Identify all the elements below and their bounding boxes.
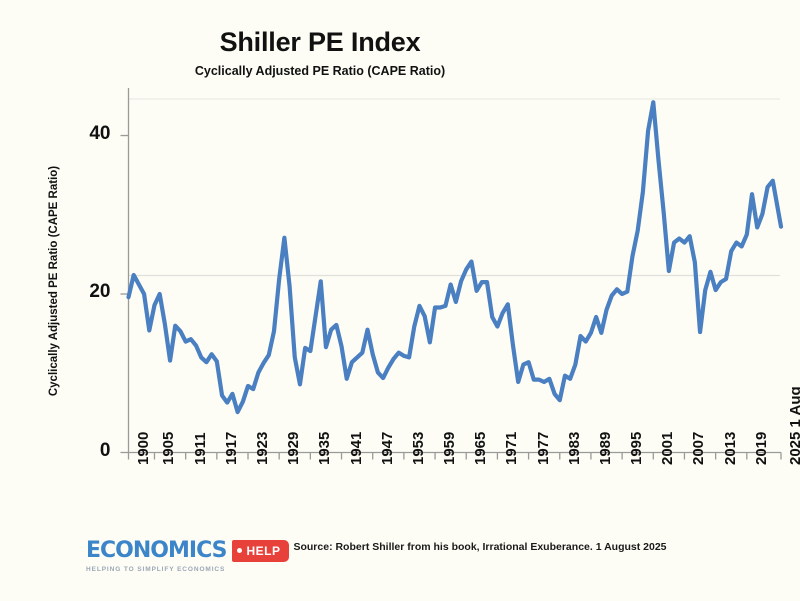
y-tick-label: 40 <box>89 122 111 144</box>
x-tick-label: 1989 <box>596 431 614 465</box>
x-tick-label: 1929 <box>285 431 303 465</box>
x-tick-label: 1905 <box>160 431 178 465</box>
axes <box>120 88 782 460</box>
y-tick-label: 20 <box>89 281 111 303</box>
x-tick-label: 2001 <box>659 431 677 465</box>
x-tick-label: 1983 <box>565 431 583 465</box>
x-tick-label: 2013 <box>721 431 739 465</box>
logo-help-tag: HELP <box>232 539 290 562</box>
x-tick-label: 2025 1 Aug <box>787 385 800 465</box>
x-tick-label: 1911 <box>191 431 209 465</box>
source-note: Source: Robert Shiller from his book, Ir… <box>293 541 667 553</box>
x-tick-label: 2019 <box>752 431 770 465</box>
x-tick-label: 1953 <box>409 431 427 465</box>
x-tick-label: 1959 <box>441 431 459 465</box>
x-tick-label: 1971 <box>503 431 521 465</box>
economicshelp-logo[interactable]: ECONOMICS HELP HELPING TO SIMPLIFY ECONO… <box>86 538 290 582</box>
y-tick-label: 0 <box>99 439 111 461</box>
x-tick-label: 1935 <box>316 431 334 465</box>
x-tick-label: 1965 <box>472 431 490 465</box>
x-tick-marks <box>127 452 782 460</box>
logo-tagline: HELPING TO SIMPLIFY ECONOMICS <box>86 566 226 573</box>
gridlines <box>128 98 780 277</box>
chart-title-block: Shiller PE Index Cyclically Adjusted PE … <box>0 27 640 78</box>
cape-ratio-line <box>126 100 784 415</box>
x-tick-label: 2007 <box>690 431 708 465</box>
x-tick-label: 1995 <box>628 431 646 465</box>
x-tick-label: 1947 <box>378 431 396 465</box>
x-tick-label: 1917 <box>222 431 240 465</box>
x-tick-label: 1977 <box>534 431 552 465</box>
logo-main-row: ECONOMICS HELP <box>86 538 290 563</box>
chart-title: Shiller PE Index <box>219 27 421 57</box>
x-tick-label: 1941 <box>347 431 365 465</box>
x-tick-label: 1900 <box>134 431 152 465</box>
logo-wordmark: ECONOMICS <box>86 538 227 563</box>
chart-subtitle: Cyclically Adjusted PE Ratio (CAPE Ratio… <box>194 63 446 78</box>
x-tick-label: 1923 <box>254 431 271 465</box>
